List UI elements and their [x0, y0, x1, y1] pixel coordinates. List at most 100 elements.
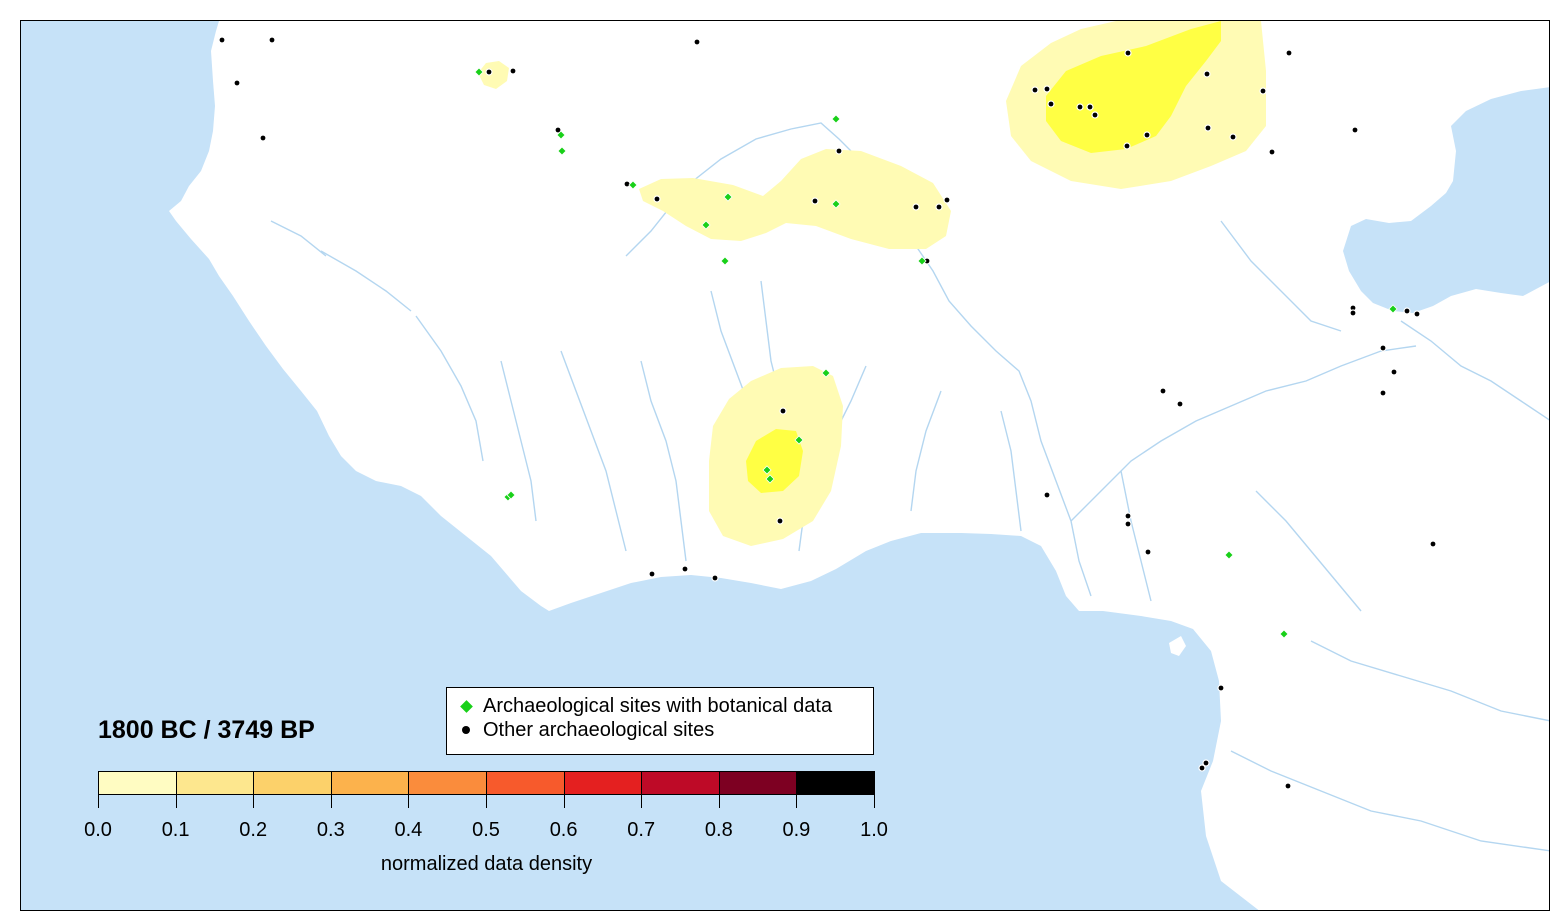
other-site-marker[interactable]: [1125, 521, 1131, 527]
botanical-site-marker[interactable]: [765, 474, 775, 484]
colorbar-tick-label: 0.4: [394, 819, 423, 841]
site-legend: Archaeological sites with botanical data…: [446, 687, 874, 755]
other-site-marker[interactable]: [1269, 149, 1275, 155]
other-site-marker[interactable]: [712, 575, 718, 581]
other-site-marker[interactable]: [1380, 345, 1386, 351]
botanical-site-marker[interactable]: [557, 146, 567, 156]
botanical-site-marker[interactable]: [821, 368, 831, 378]
other-site-marker[interactable]: [944, 197, 950, 203]
botanical-site-marker[interactable]: [556, 130, 566, 140]
other-site-marker[interactable]: [1124, 143, 1130, 149]
other-site-marker[interactable]: [1230, 134, 1236, 140]
other-site-marker[interactable]: [836, 148, 842, 154]
colorbar-tick: [408, 795, 410, 808]
colorbar-tick-label: 0.3: [316, 819, 345, 841]
other-site-marker[interactable]: [1044, 492, 1050, 498]
other-site-marker[interactable]: [1160, 388, 1166, 394]
botanical-site-marker[interactable]: [1388, 304, 1398, 314]
other-site-marker[interactable]: [1350, 305, 1356, 311]
botanical-site-marker[interactable]: [1279, 629, 1289, 639]
density-core-north: [1046, 21, 1221, 153]
other-site-marker[interactable]: [913, 204, 919, 210]
other-site-marker[interactable]: [936, 204, 942, 210]
other-site-marker[interactable]: [1204, 71, 1210, 77]
other-site-marker[interactable]: [1077, 104, 1083, 110]
other-site-marker[interactable]: [1414, 311, 1420, 317]
other-site-marker[interactable]: [1350, 310, 1356, 316]
colorbar-tick-label: 0.6: [549, 819, 578, 841]
other-site-marker[interactable]: [812, 198, 818, 204]
other-site-marker[interactable]: [694, 39, 700, 45]
legend-entry-other: Other archaeological sites: [455, 718, 865, 742]
other-site-marker[interactable]: [555, 127, 561, 133]
other-site-marker[interactable]: [654, 196, 660, 202]
other-site-marker[interactable]: [260, 135, 266, 141]
botanical-site-marker[interactable]: [1224, 550, 1234, 560]
other-site-marker[interactable]: [1205, 125, 1211, 131]
legend-other-label: Other archaeological sites: [483, 718, 715, 741]
other-site-marker[interactable]: [1260, 88, 1266, 94]
botanical-site-marker[interactable]: [831, 114, 841, 124]
map-canvas[interactable]: [21, 21, 1550, 911]
other-site-marker[interactable]: [1048, 101, 1054, 107]
island-bioko: [1169, 636, 1186, 656]
colorbar-tick: [796, 795, 798, 808]
botanical-site-marker[interactable]: [831, 199, 841, 209]
other-site-marker[interactable]: [269, 37, 275, 43]
other-site-marker[interactable]: [682, 566, 688, 572]
colorbar-segment-7: [642, 772, 720, 794]
other-site-marker[interactable]: [1380, 390, 1386, 396]
other-site-marker[interactable]: [624, 181, 630, 187]
other-site-marker[interactable]: [1286, 50, 1292, 56]
botanical-site-marker[interactable]: [917, 256, 927, 266]
other-site-marker[interactable]: [1391, 369, 1397, 375]
other-site-marker[interactable]: [649, 571, 655, 577]
colorbar-segment-9: [797, 772, 874, 794]
botanical-site-marker[interactable]: [762, 465, 772, 475]
other-site-marker[interactable]: [1125, 513, 1131, 519]
other-site-marker[interactable]: [1404, 308, 1410, 314]
colorbar-segment-0: [99, 772, 177, 794]
colorbar-tick-label: 0.2: [239, 819, 268, 841]
other-site-marker[interactable]: [1177, 401, 1183, 407]
other-site-marker[interactable]: [1032, 87, 1038, 93]
other-site-marker[interactable]: [219, 37, 225, 43]
colorbar-tick-label: 0.8: [704, 819, 733, 841]
other-site-marker[interactable]: [777, 518, 783, 524]
colorbar-tick: [175, 795, 177, 808]
other-site-marker[interactable]: [780, 408, 786, 414]
other-site-marker[interactable]: [510, 68, 516, 74]
colorbar-tick: [253, 795, 255, 808]
colorbar-tick: [641, 795, 643, 808]
other-site-marker[interactable]: [1145, 549, 1151, 555]
other-site-marker[interactable]: [1092, 112, 1098, 118]
colorbar-segment-3: [331, 772, 410, 794]
botanical-site-marker[interactable]: [701, 220, 711, 230]
other-site-marker[interactable]: [486, 69, 492, 75]
botanical-site-marker[interactable]: [474, 67, 484, 77]
colorbar-tick-label: 0.5: [472, 819, 500, 841]
other-site-marker[interactable]: [1199, 765, 1205, 771]
botanical-site-marker[interactable]: [506, 490, 516, 500]
other-site-marker[interactable]: [1285, 783, 1291, 789]
other-site-marker[interactable]: [1144, 132, 1150, 138]
colorbar-segment-4: [409, 772, 487, 794]
colorbar-segment-6: [564, 772, 643, 794]
other-site-marker[interactable]: [234, 80, 240, 86]
other-site-marker[interactable]: [1203, 760, 1209, 766]
other-site-marker[interactable]: [1352, 127, 1358, 133]
other-site-marker[interactable]: [1044, 86, 1050, 92]
colorbar-tick: [486, 795, 487, 808]
colorbar-axis-label: normalized data density: [380, 853, 593, 875]
other-site-marker[interactable]: [924, 258, 930, 264]
other-site-marker[interactable]: [1125, 50, 1131, 56]
colorbar-segment-1: [176, 772, 255, 794]
other-site-marker[interactable]: [1430, 541, 1436, 547]
botanical-site-marker[interactable]: [628, 180, 638, 190]
other-site-marker[interactable]: [1087, 104, 1093, 110]
botanical-site-marker[interactable]: [720, 256, 730, 266]
botanical-site-marker[interactable]: [723, 192, 733, 202]
botanical-site-marker[interactable]: [794, 435, 804, 445]
map-frame: Archaeological sites with botanical data…: [20, 20, 1550, 911]
other-site-marker[interactable]: [1218, 685, 1224, 691]
